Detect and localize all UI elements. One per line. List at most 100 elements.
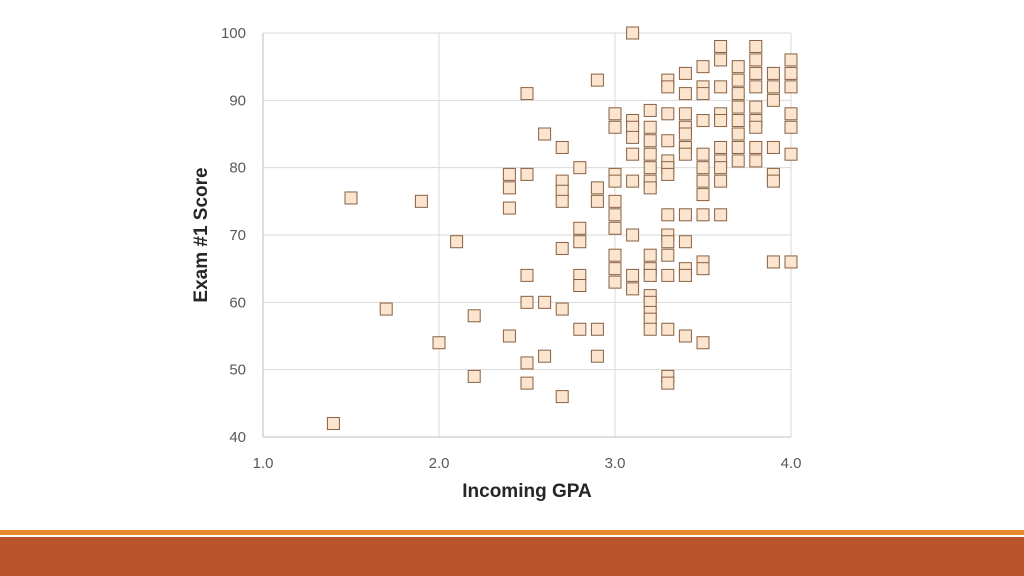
data-point	[626, 282, 640, 296]
y-tick-label: 100	[221, 25, 246, 42]
y-tick-label: 50	[229, 362, 246, 379]
data-point	[661, 208, 675, 222]
data-point	[555, 241, 569, 255]
data-point	[731, 100, 745, 114]
data-point	[731, 87, 745, 101]
data-point	[643, 134, 657, 148]
data-point	[608, 174, 622, 188]
data-point	[643, 181, 657, 195]
data-point	[608, 107, 622, 121]
data-point	[643, 248, 657, 262]
data-point	[661, 235, 675, 249]
footer-bar	[0, 537, 1024, 576]
data-point	[714, 114, 728, 128]
x-tick-label: 2.0	[429, 455, 450, 472]
data-point	[749, 53, 763, 67]
data-point	[661, 322, 675, 336]
data-point	[678, 208, 692, 222]
data-point	[626, 130, 640, 144]
data-point	[520, 376, 534, 390]
data-point	[678, 329, 692, 343]
data-point	[714, 80, 728, 94]
data-point	[590, 181, 604, 195]
data-point	[714, 174, 728, 188]
data-point	[502, 201, 516, 215]
data-point	[573, 322, 587, 336]
data-point	[661, 134, 675, 148]
data-point	[661, 107, 675, 121]
data-point	[608, 221, 622, 235]
data-point	[608, 262, 622, 276]
data-point	[326, 417, 340, 431]
data-point	[538, 127, 552, 141]
y-axis-title: Exam #1 Score	[191, 167, 212, 302]
data-point	[608, 208, 622, 222]
data-point	[784, 120, 798, 134]
data-point	[555, 194, 569, 208]
data-point	[696, 336, 710, 350]
data-point	[678, 127, 692, 141]
data-point	[766, 93, 780, 107]
data-point	[450, 235, 464, 249]
data-point	[784, 53, 798, 67]
data-point	[696, 262, 710, 276]
data-point	[643, 147, 657, 161]
data-point	[696, 147, 710, 161]
data-point	[520, 167, 534, 181]
y-tick-label: 90	[229, 92, 246, 109]
data-point	[344, 191, 358, 205]
data-point	[696, 114, 710, 128]
data-point	[379, 302, 393, 316]
data-point	[678, 235, 692, 249]
data-point	[714, 39, 728, 53]
data-point	[661, 167, 675, 181]
data-point	[626, 26, 640, 40]
data-point	[502, 329, 516, 343]
data-point	[784, 107, 798, 121]
data-point	[784, 255, 798, 269]
data-point	[608, 194, 622, 208]
data-point	[784, 66, 798, 80]
data-point	[626, 228, 640, 242]
data-point	[766, 66, 780, 80]
data-point	[678, 66, 692, 80]
data-point	[626, 147, 640, 161]
data-point	[643, 161, 657, 175]
y-tick-label: 60	[229, 294, 246, 311]
data-point	[538, 295, 552, 309]
data-point	[784, 80, 798, 94]
data-point	[520, 268, 534, 282]
data-point	[626, 268, 640, 282]
data-point	[678, 268, 692, 282]
data-point	[766, 255, 780, 269]
data-point	[573, 161, 587, 175]
data-point	[643, 120, 657, 134]
data-point	[661, 268, 675, 282]
data-point	[678, 107, 692, 121]
data-point	[749, 120, 763, 134]
data-point	[749, 66, 763, 80]
data-point	[661, 376, 675, 390]
data-point	[555, 302, 569, 316]
x-tick-label: 1.0	[253, 455, 274, 472]
data-point	[538, 349, 552, 363]
data-point	[696, 174, 710, 188]
data-point	[520, 356, 534, 370]
x-axis-title: Incoming GPA	[462, 481, 592, 502]
footer-accent-line	[0, 530, 1024, 535]
data-point	[573, 235, 587, 249]
data-point	[714, 161, 728, 175]
data-point	[643, 103, 657, 117]
data-point	[467, 369, 481, 383]
data-point	[608, 248, 622, 262]
x-tick-label: 4.0	[781, 455, 802, 472]
data-point	[766, 140, 780, 154]
data-point	[678, 147, 692, 161]
data-point	[696, 161, 710, 175]
data-point	[432, 336, 446, 350]
data-point	[766, 174, 780, 188]
data-point	[555, 140, 569, 154]
data-point	[749, 39, 763, 53]
data-point	[696, 208, 710, 222]
